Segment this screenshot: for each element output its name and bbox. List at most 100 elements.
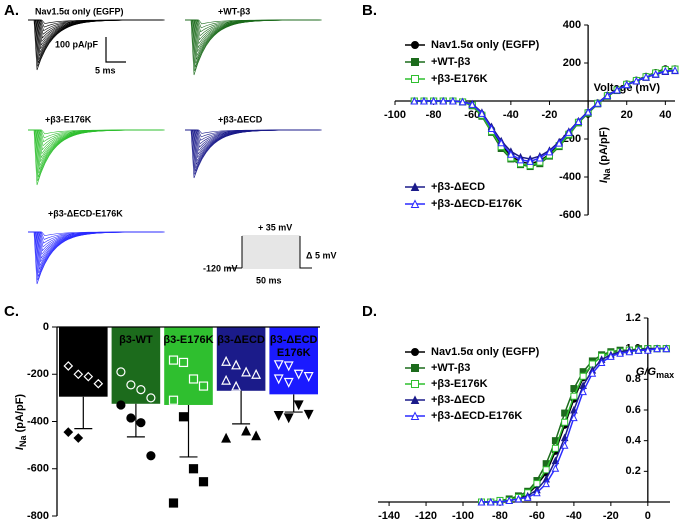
category-label: β3-ΔECD <box>217 334 265 346</box>
x-tick-label: -120 <box>415 510 437 522</box>
current-trace <box>28 231 161 267</box>
y-tick-label: 0.6 <box>626 404 641 416</box>
marker <box>551 456 560 465</box>
axis-label-part: (pA/pF) <box>598 127 610 169</box>
y-tick-label: 200 <box>563 57 581 69</box>
marker <box>661 66 670 75</box>
axis-label-part: I <box>598 179 610 183</box>
x-tick-label: -40 <box>566 510 582 522</box>
data-point <box>136 385 146 395</box>
marker <box>570 392 578 400</box>
marker <box>634 346 643 354</box>
protocol-label: 50 ms <box>256 275 282 285</box>
y-tick-label: 0 <box>43 321 49 333</box>
trace-label: Nav1.5α only (EGFP) <box>35 6 124 16</box>
x-tick-label: -80 <box>426 109 442 121</box>
marker <box>632 76 641 85</box>
marker <box>505 496 514 504</box>
legend-label: +β3-E176K <box>431 73 488 85</box>
legend-marker <box>411 75 419 83</box>
protocol <box>241 236 312 269</box>
axis-label: INa (pA/pF) <box>14 394 28 450</box>
y-tick-label: -600 <box>27 463 49 475</box>
current-trace <box>28 19 160 57</box>
data-point <box>273 360 284 371</box>
current-trace <box>28 129 161 167</box>
marker <box>579 387 587 396</box>
x-tick-label: 20 <box>621 109 633 121</box>
marker <box>653 344 661 353</box>
current-trace <box>185 129 315 179</box>
current-trace <box>185 19 318 57</box>
axis-label-part: Na <box>602 168 612 180</box>
x-tick-label: -40 <box>503 109 519 121</box>
protocol-label: Δ 5 mV <box>306 250 336 260</box>
data-point <box>221 432 232 443</box>
x-tick-label: -60 <box>529 510 545 522</box>
y-tick-label: -400 <box>27 415 49 427</box>
marker <box>458 97 467 106</box>
data-point <box>146 451 156 461</box>
marker <box>597 358 606 366</box>
data-point <box>73 369 84 380</box>
legend-marker <box>411 41 419 49</box>
data-point <box>231 359 242 370</box>
bar <box>59 327 108 397</box>
data-point <box>168 395 179 405</box>
legend-label: Nav1.5α only (EGFP) <box>431 346 540 358</box>
y-tick-label: -400 <box>559 171 581 183</box>
legend-label: +WT-β3 <box>431 362 470 374</box>
data-point <box>241 425 252 436</box>
data-point <box>168 355 179 365</box>
legend-marker <box>410 199 420 208</box>
current-trace <box>28 231 158 285</box>
data-point <box>178 357 189 368</box>
scale-label: 5 ms <box>95 65 116 75</box>
protocol-label: + 35 mV <box>258 222 292 232</box>
marker <box>478 109 486 117</box>
y-tick-label: 0.4 <box>626 435 642 447</box>
axis-label: G/Gmax <box>636 366 674 380</box>
legend-marker <box>410 182 420 191</box>
error-bar <box>126 403 145 438</box>
error-bar <box>284 394 303 413</box>
trace-label: +β3-ΔECD <box>218 114 263 124</box>
marker <box>561 418 569 426</box>
axis-label-part: Na <box>18 435 28 447</box>
marker <box>642 72 650 81</box>
marker <box>564 128 573 136</box>
data-point <box>251 430 262 441</box>
legend-label: +β3-ΔECD-E176K <box>431 198 522 210</box>
marker <box>486 497 495 506</box>
x-tick-label: -80 <box>492 510 508 522</box>
x-tick-label: -20 <box>542 109 558 121</box>
panel-label: A. <box>4 2 19 19</box>
marker <box>468 100 477 108</box>
current-trace <box>185 129 317 166</box>
data-point <box>63 427 74 437</box>
data-point <box>188 374 199 384</box>
category-label: β3-E176K <box>163 334 213 346</box>
marker <box>551 464 560 472</box>
data-point <box>198 381 209 391</box>
marker <box>477 497 486 506</box>
current-trace <box>185 129 318 162</box>
protocol-label: -120 mV <box>203 263 238 273</box>
data-point <box>73 433 84 443</box>
legend-label: Nav1.5α only (EGFP) <box>431 39 540 51</box>
marker <box>429 96 438 105</box>
scale-label: 100 pA/pF <box>55 39 99 49</box>
data-point <box>273 410 284 421</box>
bar <box>164 327 213 405</box>
marker <box>496 497 504 506</box>
x-tick-label: -100 <box>384 109 406 121</box>
data-point <box>231 380 242 391</box>
panel-label: B. <box>362 2 377 19</box>
marker <box>579 372 587 380</box>
marker <box>410 96 419 105</box>
error-bar <box>179 404 198 458</box>
data-point <box>221 374 232 385</box>
data-point <box>198 477 209 487</box>
data-point <box>283 361 294 372</box>
